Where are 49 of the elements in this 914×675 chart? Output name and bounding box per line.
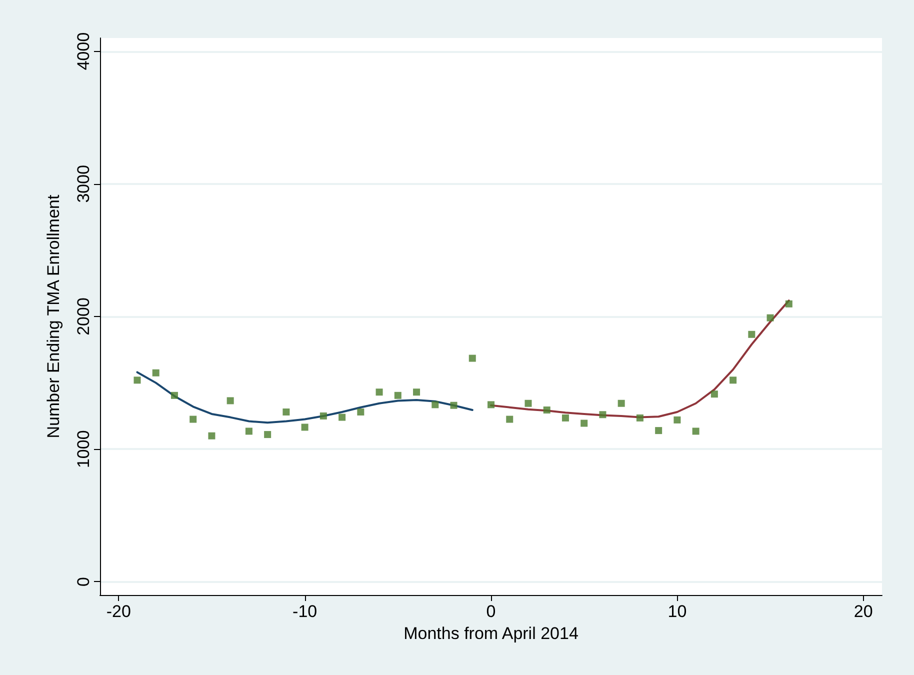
point — [524, 400, 532, 407]
x-tick-label: 10 — [668, 602, 687, 621]
point — [170, 392, 178, 399]
point — [766, 314, 774, 322]
point — [376, 388, 383, 396]
point — [692, 428, 700, 435]
point — [432, 401, 439, 408]
point — [655, 427, 662, 434]
point — [338, 414, 346, 421]
point — [468, 354, 476, 362]
point — [506, 416, 514, 423]
point — [785, 300, 792, 308]
point — [618, 400, 625, 407]
x-tick-label: -10 — [292, 602, 318, 621]
point — [152, 369, 160, 376]
line-series — [136, 371, 474, 424]
point — [543, 406, 550, 414]
point — [320, 412, 327, 420]
point — [580, 420, 588, 427]
point — [394, 392, 402, 399]
y-tick-label: 3000 — [74, 164, 93, 203]
point — [245, 428, 252, 435]
point — [357, 408, 364, 416]
point — [264, 431, 272, 438]
point — [748, 330, 756, 338]
point — [301, 424, 308, 431]
point — [674, 416, 681, 424]
point — [730, 376, 737, 384]
point — [710, 390, 718, 398]
point — [562, 414, 569, 422]
y-tick-label: 0 — [74, 577, 93, 586]
x-tick-label: -20 — [106, 602, 131, 621]
point — [413, 388, 420, 396]
point — [488, 401, 494, 408]
point — [226, 397, 234, 404]
point — [636, 414, 644, 422]
y-axis-title: Number Ending TMA Enrollment — [44, 194, 63, 438]
x-tick-label: 0 — [486, 602, 496, 621]
point — [450, 402, 458, 409]
y-tick-label: 1000 — [74, 430, 93, 468]
x-tick-label: 20 — [854, 602, 873, 621]
x-axis-title: Months from April 2014 — [404, 624, 578, 643]
y-tick-label: 2000 — [74, 298, 93, 336]
point — [282, 408, 290, 416]
point — [208, 432, 216, 440]
point — [599, 411, 606, 418]
y-tick-label: 4000 — [74, 32, 93, 70]
point — [134, 376, 141, 384]
point — [190, 416, 197, 423]
